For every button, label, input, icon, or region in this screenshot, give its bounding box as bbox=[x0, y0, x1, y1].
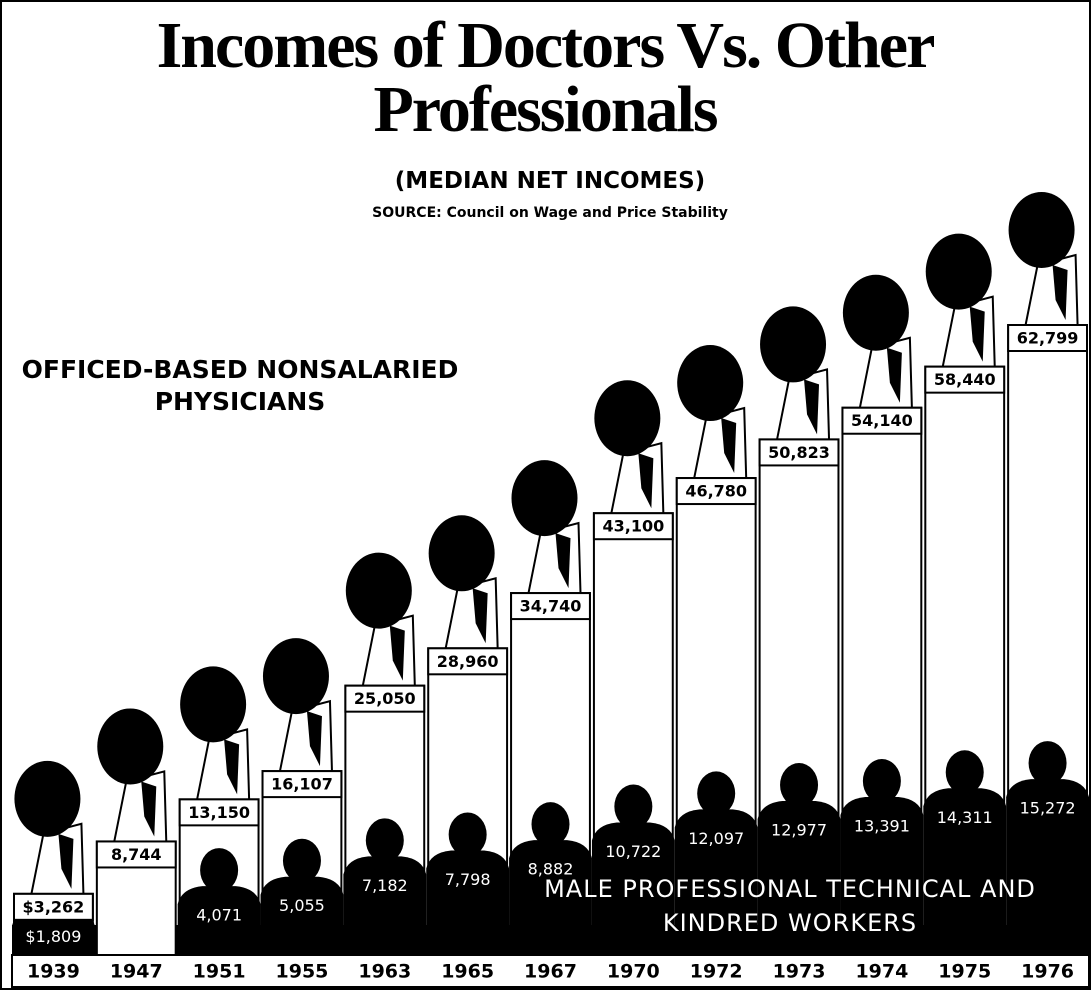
value-label: 15,272 bbox=[1020, 799, 1076, 818]
value-label: 16,107 bbox=[271, 775, 333, 794]
value-label: 50,823 bbox=[768, 443, 830, 462]
worker-head bbox=[780, 763, 818, 807]
x-tick-label: 1973 bbox=[773, 961, 826, 983]
x-tick-label: 1965 bbox=[441, 961, 494, 983]
page: $1,809N.A.4,0715,0557,1827,7988,88210,72… bbox=[0, 0, 1091, 990]
value-label: 13,391 bbox=[854, 817, 910, 836]
value-label: 46,780 bbox=[685, 482, 747, 501]
value-label: 8,744 bbox=[111, 845, 162, 864]
doctor-head bbox=[677, 345, 743, 421]
worker-head bbox=[614, 785, 652, 829]
value-label: 43,100 bbox=[602, 517, 664, 536]
value-label: N.A. bbox=[123, 933, 150, 948]
worker-head bbox=[200, 848, 238, 892]
worker-head bbox=[283, 839, 321, 883]
value-label: 14,311 bbox=[937, 808, 993, 827]
x-tick-label: 1974 bbox=[855, 961, 908, 983]
value-label: 58,440 bbox=[934, 370, 996, 389]
value-label: 62,799 bbox=[1017, 329, 1079, 348]
doctor-head bbox=[926, 234, 992, 310]
doctor-head bbox=[512, 460, 578, 536]
value-label: 12,097 bbox=[688, 829, 744, 848]
value-label: 34,740 bbox=[520, 597, 582, 616]
doctor-head bbox=[97, 708, 163, 784]
value-label: 7,798 bbox=[445, 870, 491, 889]
x-tick-label: 1970 bbox=[607, 961, 660, 983]
x-tick-label: 1939 bbox=[27, 961, 80, 983]
x-tick-label: 1955 bbox=[276, 961, 329, 983]
doctor-head bbox=[760, 306, 826, 382]
series-label: OFFICED-BASED NONSALARIED PHYSICIANS bbox=[10, 354, 470, 418]
value-label: $1,809 bbox=[25, 927, 81, 946]
value-label: 7,182 bbox=[362, 876, 408, 895]
doctor-head bbox=[594, 380, 660, 456]
x-tick-label: 1947 bbox=[110, 961, 163, 983]
value-label: 12,977 bbox=[771, 821, 827, 840]
doctor-head bbox=[1009, 192, 1075, 268]
series-label: MALE PROFESSIONAL TECHNICAL AND KINDRED … bbox=[490, 872, 1090, 940]
worker bbox=[261, 877, 344, 955]
doctor-head bbox=[14, 761, 80, 837]
x-tick-label: 1972 bbox=[690, 961, 743, 983]
doctor-head bbox=[180, 666, 246, 742]
x-tick-label: 1951 bbox=[193, 961, 246, 983]
worker-head bbox=[532, 802, 570, 846]
worker-head bbox=[946, 750, 984, 794]
worker-head bbox=[449, 812, 487, 856]
chart-source: SOURCE: Council on Wage and Price Stabil… bbox=[250, 205, 850, 221]
worker-head bbox=[1029, 741, 1067, 785]
value-label: 28,960 bbox=[437, 652, 499, 671]
doctor-head bbox=[346, 553, 412, 629]
worker bbox=[343, 856, 426, 955]
doctor-head bbox=[429, 515, 495, 591]
worker-head bbox=[366, 818, 404, 862]
x-tick-label: 1975 bbox=[938, 961, 991, 983]
chart: $1,809N.A.4,0715,0557,1827,7988,88210,72… bbox=[0, 0, 1091, 990]
x-tick-label: 1963 bbox=[358, 961, 411, 983]
value-label: 13,150 bbox=[188, 803, 250, 822]
doctor-head bbox=[843, 275, 909, 351]
value-label: 25,050 bbox=[354, 689, 416, 708]
worker-head bbox=[863, 759, 901, 803]
value-label: 54,140 bbox=[851, 411, 913, 430]
chart-title: Incomes of Doctors Vs. Other Professiona… bbox=[150, 14, 940, 142]
worker-head bbox=[697, 771, 735, 815]
value-label: 10,722 bbox=[605, 842, 661, 861]
doctor-head bbox=[263, 638, 329, 714]
chart-subtitle: (MEDIAN NET INCOMES) bbox=[250, 168, 850, 194]
x-tick-label: 1967 bbox=[524, 961, 577, 983]
value-label: 4,071 bbox=[196, 906, 242, 925]
value-label: $3,262 bbox=[23, 897, 85, 916]
x-tick-label: 1976 bbox=[1021, 961, 1074, 983]
value-label: 5,055 bbox=[279, 896, 325, 915]
